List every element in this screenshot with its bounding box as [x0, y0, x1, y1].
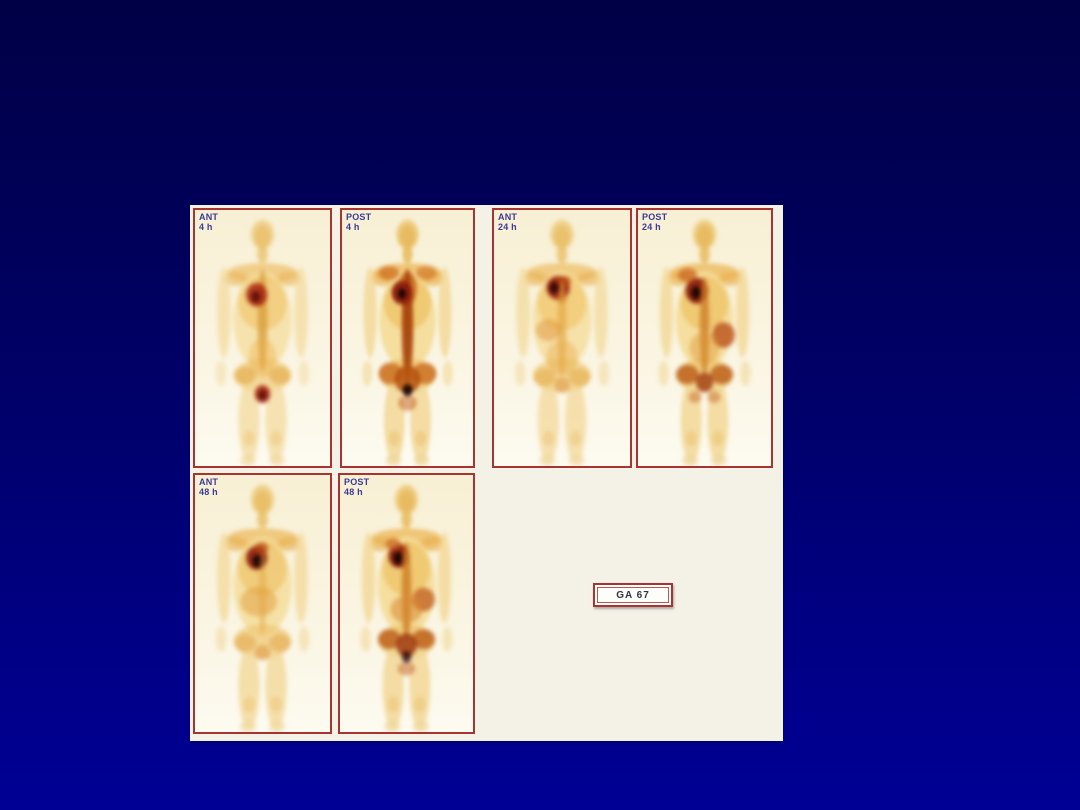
time-label: 4 h — [199, 222, 213, 232]
panel-label: ANT 24 h — [498, 212, 517, 232]
panel-label: ANT 4 h — [199, 212, 218, 232]
scan-panel-post-4h: POST 4 h — [340, 208, 475, 468]
view-label: POST — [642, 212, 668, 222]
view-label: POST — [344, 477, 370, 487]
time-label: 24 h — [642, 222, 661, 232]
tracer-label-text: GA 67 — [616, 589, 650, 601]
scan-panel-post-48h: POST 48 h — [338, 473, 475, 734]
time-label: 24 h — [498, 222, 517, 232]
scintigram-post-48h-image — [360, 484, 453, 732]
panel-label: POST 24 h — [642, 212, 667, 232]
scintigram-ant-24h-image — [514, 219, 610, 466]
scan-panel-ant-4h: ANT 4 h — [193, 208, 332, 468]
scintigram-post-4h-image — [362, 219, 453, 466]
view-label: ANT — [498, 212, 518, 222]
time-label: 4 h — [346, 222, 360, 232]
time-label: 48 h — [199, 487, 218, 497]
tracer-label-box: GA 67 — [593, 583, 673, 607]
scan-panel-ant-48h: ANT 48 h — [193, 473, 332, 734]
view-label: POST — [346, 212, 372, 222]
panel-label: ANT 48 h — [199, 477, 218, 497]
panel-label: POST 4 h — [346, 212, 371, 232]
view-label: ANT — [199, 212, 219, 222]
panel-label: POST 48 h — [344, 477, 369, 497]
time-label: 48 h — [344, 487, 363, 497]
view-label: ANT — [199, 477, 219, 487]
scintigraphy-sheet: ANT 4 h POST 4 h ANT 24 h POST 24 h — [190, 205, 783, 741]
scintigram-ant-48h-image — [215, 484, 310, 732]
scintigram-post-24h-image — [658, 219, 751, 466]
scan-panel-ant-24h: ANT 24 h — [492, 208, 632, 468]
scan-panel-post-24h: POST 24 h — [636, 208, 773, 468]
scintigram-ant-4h-image — [215, 219, 310, 466]
